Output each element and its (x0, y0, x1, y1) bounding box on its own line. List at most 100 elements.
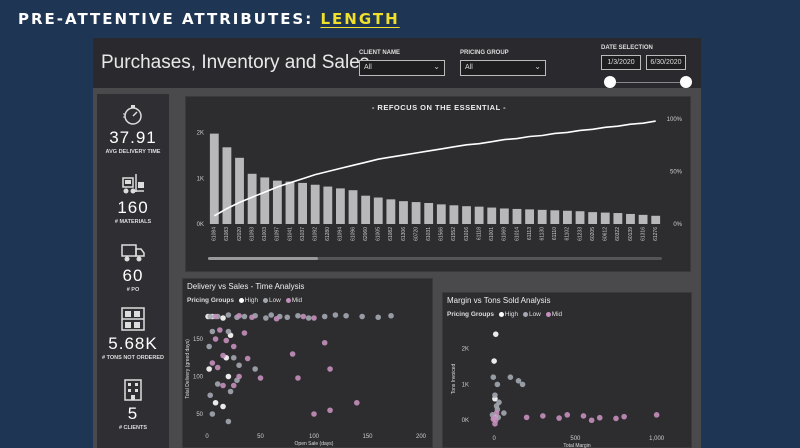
scatter-point-high[interactable] (491, 358, 497, 364)
scatter-point-low[interactable] (225, 418, 232, 425)
scatter-point-mid[interactable] (613, 415, 619, 422)
pareto-bar[interactable] (348, 190, 358, 224)
scatter-point-mid[interactable] (236, 373, 242, 380)
pareto-bar[interactable] (525, 209, 534, 224)
scatter-point-mid[interactable] (588, 417, 595, 424)
scatter-point-low[interactable] (375, 314, 381, 321)
scatter-point-mid[interactable] (354, 399, 360, 406)
pareto-bar[interactable] (537, 209, 547, 224)
scatter-point-mid[interactable] (300, 313, 307, 320)
pareto-bar[interactable] (600, 212, 610, 224)
scatter-point-high[interactable] (220, 403, 226, 410)
scatter-point-low[interactable] (492, 392, 498, 398)
scatter-point-mid[interactable] (212, 336, 219, 342)
scatter-point-low[interactable] (494, 381, 501, 388)
pareto-bar[interactable] (235, 157, 244, 224)
scatter-point-low[interactable] (490, 374, 497, 381)
pareto-bar[interactable] (260, 177, 270, 224)
date-end-input[interactable]: 6/30/2020 (646, 55, 686, 70)
pricing-dropdown[interactable]: All ⌄ (460, 60, 546, 76)
pareto-bar[interactable] (550, 210, 560, 224)
pareto-bar[interactable] (336, 188, 345, 224)
scatter-point-high[interactable] (492, 331, 499, 337)
scatter-point-mid[interactable] (230, 382, 237, 389)
scatter-point-mid[interactable] (311, 411, 317, 417)
scatter-point-mid[interactable] (220, 382, 226, 389)
scatter-point-mid[interactable] (209, 360, 216, 366)
pareto-bar[interactable] (386, 199, 396, 224)
pareto-bar[interactable] (588, 212, 598, 224)
scatter-point-low[interactable] (227, 388, 234, 395)
scatter-point-high[interactable] (212, 399, 219, 406)
pareto-bar[interactable] (512, 208, 522, 224)
client-dropdown[interactable]: All ⌄ (359, 60, 445, 76)
scatter-point-mid[interactable] (241, 330, 248, 336)
scatter-point-low[interactable] (305, 315, 312, 321)
scatter-point-high[interactable] (206, 366, 212, 372)
scatter-point-low[interactable] (284, 314, 291, 321)
scatter-point-high[interactable] (225, 373, 232, 380)
scatter-point-low[interactable] (268, 312, 274, 318)
scatter-point-low[interactable] (343, 312, 349, 319)
scatter-point-mid[interactable] (564, 412, 571, 418)
pareto-bar[interactable] (222, 147, 232, 224)
scatter-point-low[interactable] (209, 411, 216, 417)
scatter-point-low[interactable] (207, 313, 214, 320)
scatter-point-mid[interactable] (244, 355, 251, 362)
scatter-point-mid[interactable] (327, 407, 333, 414)
scatter-point-mid[interactable] (289, 351, 296, 357)
pareto-bar[interactable] (436, 204, 446, 224)
scatter-point-mid[interactable] (596, 414, 603, 421)
scatter-point-low[interactable] (501, 410, 507, 416)
scatter-point-mid[interactable] (220, 352, 226, 359)
scatter-point-mid[interactable] (249, 314, 255, 321)
scatter-point-mid[interactable] (230, 343, 237, 350)
scatter-point-mid[interactable] (212, 313, 219, 320)
pareto-bar[interactable] (298, 182, 307, 224)
pareto-bar[interactable] (462, 206, 471, 224)
scatter-point-low[interactable] (507, 374, 514, 381)
scatter-point-mid[interactable] (321, 339, 328, 346)
scatter-point-mid[interactable] (493, 410, 500, 416)
pareto-bar[interactable] (638, 214, 648, 224)
scatter-point-low[interactable] (207, 392, 214, 399)
scatter-point-mid[interactable] (223, 337, 230, 344)
pareto-bar[interactable] (285, 181, 295, 224)
scatter-point-high[interactable] (220, 315, 226, 321)
scatter-point-low[interactable] (230, 354, 237, 361)
scatter-point-mid[interactable] (523, 414, 530, 421)
scatter-point-low[interactable] (241, 313, 248, 320)
pareto-bar[interactable] (373, 197, 383, 224)
pareto-bar[interactable] (411, 202, 421, 224)
date-slider-start-handle[interactable] (604, 76, 616, 88)
pareto-bar[interactable] (474, 206, 484, 224)
scatter-point-low[interactable] (263, 315, 269, 321)
pareto-bar[interactable] (563, 210, 572, 224)
pareto-bar[interactable] (399, 201, 408, 224)
scatter-point-mid[interactable] (653, 412, 660, 418)
date-start-input[interactable]: 1/3/2020 (601, 55, 641, 70)
scatter-point-low[interactable] (236, 362, 242, 369)
scatter-point-low[interactable] (214, 381, 221, 387)
pareto-bar[interactable] (424, 203, 434, 224)
scatter-point-low[interactable] (295, 312, 301, 319)
scatter-point-low[interactable] (496, 399, 502, 406)
pareto-bar[interactable] (247, 173, 257, 224)
scatter-point-mid[interactable] (540, 413, 546, 419)
pareto-bar[interactable] (449, 205, 459, 224)
scatter-point-low[interactable] (252, 366, 258, 372)
scatter-point-low[interactable] (515, 377, 522, 384)
scatter-point-mid[interactable] (295, 375, 301, 381)
scatter-point-mid[interactable] (257, 375, 264, 381)
pareto-bar[interactable] (272, 180, 282, 224)
scatter-point-mid[interactable] (214, 364, 221, 371)
horizontal-scrollbar[interactable] (208, 257, 662, 260)
pareto-bar[interactable] (499, 208, 509, 224)
scatter-point-mid[interactable] (217, 327, 223, 333)
scatter-point-mid[interactable] (311, 315, 317, 321)
scatter-point-low[interactable] (206, 343, 212, 350)
scatter-point-low[interactable] (225, 312, 232, 318)
scatter-point-low[interactable] (321, 313, 328, 320)
pareto-bar[interactable] (651, 215, 661, 224)
scatter-point-mid[interactable] (580, 413, 587, 419)
